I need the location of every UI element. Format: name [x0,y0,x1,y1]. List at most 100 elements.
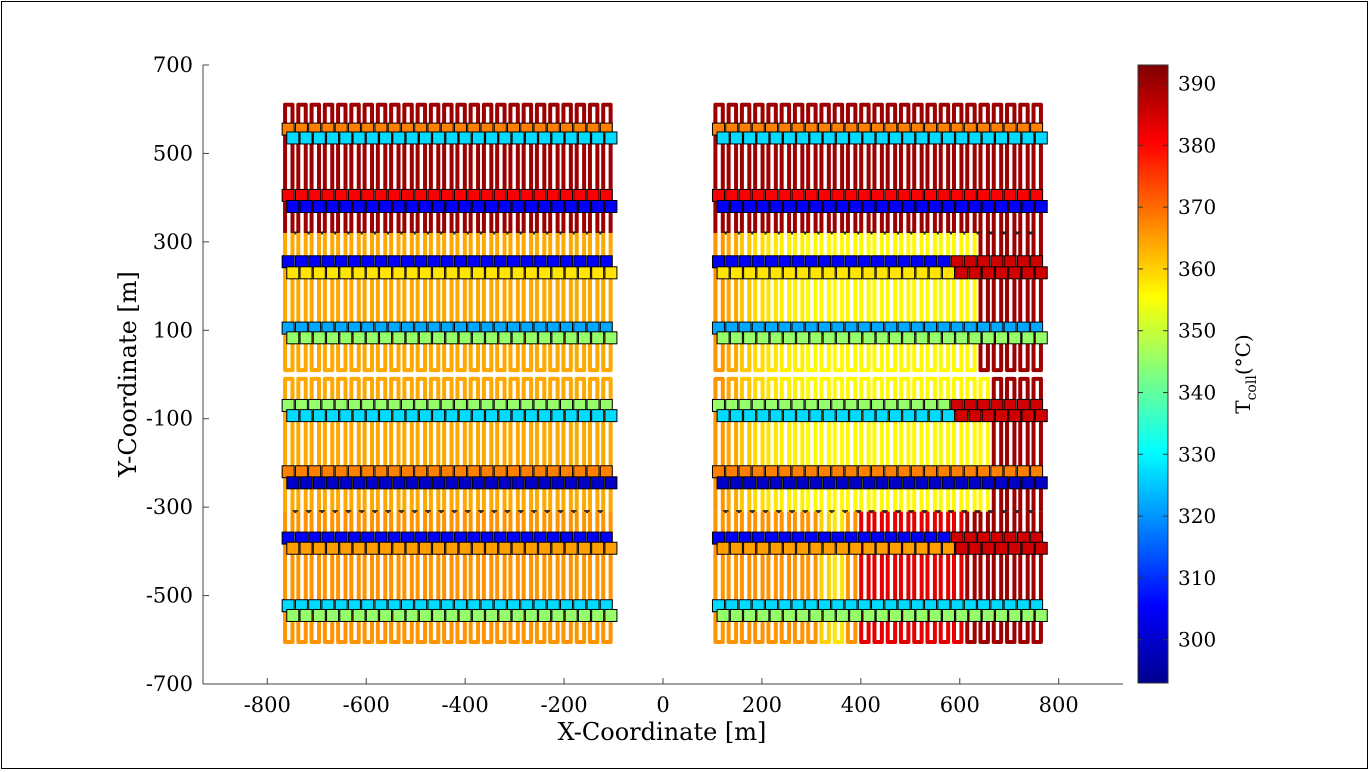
header-marker [312,608,326,622]
header-marker [365,409,379,423]
header-marker [591,131,605,145]
header-marker [1021,541,1035,555]
collector-loop [375,233,388,373]
y-tick-label: 100 [153,318,193,342]
header-marker [347,188,361,202]
collector-loop [898,233,911,373]
header-marker [743,331,757,345]
header-marker [743,199,757,213]
collector-loop [309,233,321,373]
y-tick-label: 300 [153,230,193,254]
header-marker [339,331,353,345]
header-marker [729,409,743,423]
colorbar-gradient [1137,64,1169,684]
header-marker [326,131,340,145]
header-marker [941,266,955,280]
header-marker [458,608,472,622]
header-marker [1030,188,1044,202]
header-marker [286,476,300,490]
header-marker [849,476,863,490]
header-marker [782,131,796,145]
header-marker [321,465,335,479]
header-marker [1008,199,1022,213]
header-marker [458,541,472,555]
header-marker [941,131,955,145]
header-marker [281,255,295,269]
header-marker [729,131,743,145]
header-marker [990,465,1004,479]
collector-loop [389,102,401,234]
header-marker [968,541,982,555]
collector-loop [726,233,739,373]
collector-loop [468,376,481,512]
collector-loop [349,233,361,373]
header-marker [1008,331,1022,345]
collector-loop [521,102,534,234]
header-marker [551,199,565,213]
header-marker [1021,266,1035,280]
header-marker [862,608,876,622]
header-marker [862,199,876,213]
collector-loop [283,102,295,234]
header-marker [458,409,472,423]
header-marker [928,409,942,423]
collector-loop [349,376,361,512]
header-marker [835,608,849,622]
header-marker [440,465,454,479]
header-marker [520,255,534,269]
header-marker [915,476,929,490]
header-marker [994,476,1008,490]
collector-loop [991,511,1004,644]
header-marker [577,476,591,490]
header-marker [432,266,446,280]
header-marker [524,131,538,145]
header-marker [711,188,725,202]
header-marker [1030,255,1044,269]
collector-loop [991,233,1004,373]
colorbar-tick-label: 350 [1178,319,1216,343]
header-marker [299,476,313,490]
header-marker [809,331,823,345]
header-marker [560,255,574,269]
collector-loop [925,102,937,234]
header-marker [533,465,547,479]
header-marker [365,199,379,213]
header-marker [743,131,757,145]
header-marker [791,465,805,479]
collector-loop [806,233,818,373]
collector-loop [912,511,924,644]
collector-loop [468,102,481,234]
header-marker [546,255,560,269]
header-marker [564,541,578,555]
header-marker [809,541,823,555]
header-marker [339,476,353,490]
header-marker [782,608,796,622]
collector-loop [779,376,792,512]
header-marker [849,608,863,622]
collector-loop [726,511,739,644]
header-marker [1008,608,1022,622]
collector-loop [792,511,805,644]
header-marker [1016,465,1030,479]
header-marker [591,199,605,213]
header-marker [485,476,499,490]
collector-loop [508,102,520,234]
x-tick-label: 600 [940,693,980,717]
header-marker [520,465,534,479]
header-marker [511,476,525,490]
collector-loop [495,233,507,373]
header-marker [365,608,379,622]
collector-loop [402,102,414,234]
header-marker [990,188,1004,202]
header-marker [374,188,388,202]
collector-loop [978,233,990,373]
collector-loop [713,511,725,644]
header-marker [711,255,725,269]
y-tick-label: -500 [146,584,193,608]
header-marker [445,331,459,345]
header-marker [471,608,485,622]
header-marker [577,131,591,145]
header-marker [862,266,876,280]
collector-loop [991,102,1004,234]
header-marker [312,199,326,213]
